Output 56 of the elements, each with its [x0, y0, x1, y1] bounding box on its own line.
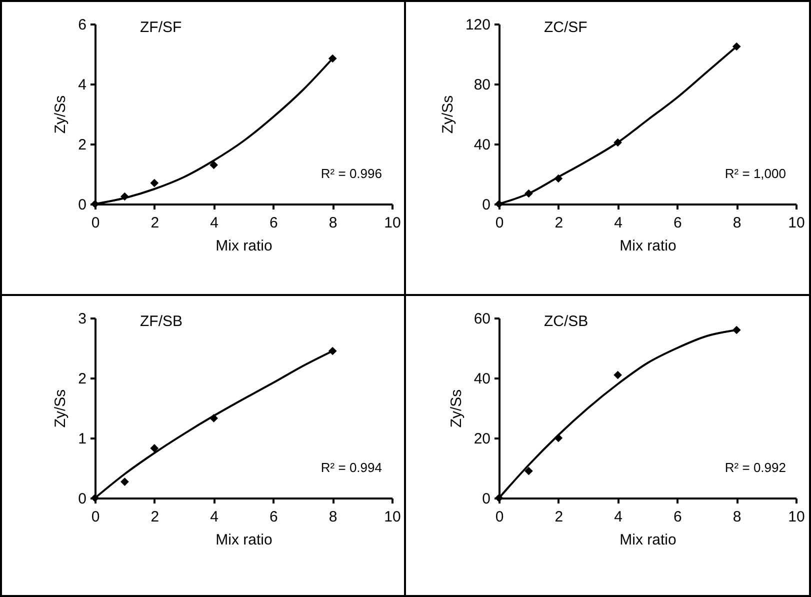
annotation: R² = 0.996	[320, 166, 382, 181]
x-axis-title: Mix ratio	[216, 238, 272, 254]
x-tick-label: 8	[328, 214, 338, 232]
x-tick-label: 2	[554, 214, 564, 232]
x-tick-label: 10	[384, 508, 401, 526]
x-tick-label: 8	[732, 214, 742, 232]
y-tick-label: 0	[482, 196, 490, 214]
x-tick-label: 10	[788, 214, 805, 232]
annotation: R² = 0.992	[724, 460, 786, 475]
x-tick-label: 2	[150, 214, 160, 232]
x-tick-label: 8	[732, 508, 742, 526]
x-axis-title: Mix ratio	[620, 238, 676, 254]
chart-title: ZF/SF	[140, 19, 182, 36]
x-tick-label: 6	[674, 214, 682, 232]
x-tick-label: 6	[270, 214, 278, 232]
y-tick-label: 1	[78, 430, 86, 448]
x-tick-label: 2	[554, 508, 564, 526]
x-tick-label: 6	[270, 508, 278, 526]
y-axis-title: Zy/Ss	[448, 389, 465, 428]
y-tick-label: 6	[78, 16, 86, 34]
y-tick-label: 40	[474, 136, 490, 154]
y-tick-label: 2	[78, 136, 86, 154]
chart-title: ZC/SF	[544, 19, 588, 36]
x-tick-label: 10	[384, 214, 401, 232]
x-tick-label: 0	[495, 214, 504, 232]
chart-title: ZC/SB	[544, 313, 588, 330]
x-tick-label: 8	[328, 508, 338, 526]
y-tick-label: 40	[474, 370, 490, 388]
x-tick-label: 0	[495, 508, 504, 526]
x-axis-title: Mix ratio	[620, 532, 676, 548]
x-tick-label: 2	[150, 508, 160, 526]
x-tick-label: 4	[210, 214, 218, 232]
y-tick-label: 0	[482, 490, 490, 508]
x-tick-label: 4	[614, 508, 622, 526]
annotation: R² = 1,000	[724, 166, 786, 181]
y-tick-label: 80	[474, 76, 490, 94]
chart-title: ZF/SB	[140, 313, 183, 330]
x-tick-label: 10	[788, 508, 805, 526]
y-tick-label: 4	[78, 76, 86, 94]
x-tick-label: 0	[91, 214, 100, 232]
x-tick-label: 4	[210, 508, 218, 526]
y-axis-title: Zy/Ss	[439, 95, 456, 134]
y-axis-title: Zy/Ss	[52, 389, 70, 428]
y-tick-label: 2	[78, 370, 86, 388]
y-tick-label: 120	[465, 16, 490, 34]
y-tick-label: 0	[78, 490, 86, 508]
y-axis-title: Zy/Ss	[52, 95, 70, 134]
x-tick-label: 6	[674, 508, 682, 526]
x-tick-label: 0	[91, 508, 100, 526]
y-tick-label: 0	[78, 196, 86, 214]
y-tick-label: 3	[78, 310, 86, 328]
x-tick-label: 4	[614, 214, 622, 232]
y-tick-label: 60	[474, 310, 490, 328]
annotation: R² = 0.994	[320, 460, 382, 475]
y-tick-label: 20	[474, 430, 490, 448]
x-axis-title: Mix ratio	[216, 532, 272, 548]
